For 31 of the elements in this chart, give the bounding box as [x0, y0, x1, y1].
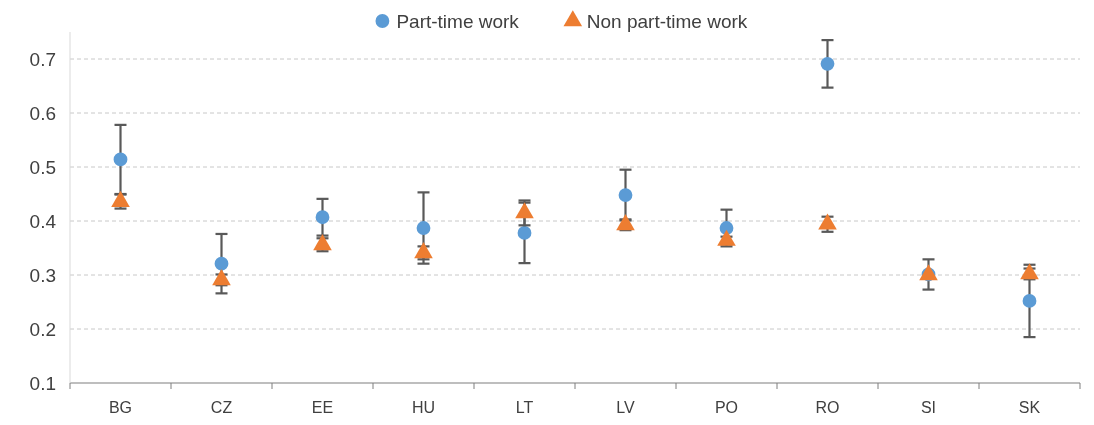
- x-tick-label: SK: [1018, 399, 1041, 416]
- x-tick-label: PO: [714, 399, 739, 416]
- y-tick-label: 0.2: [29, 318, 56, 340]
- point: [212, 269, 231, 286]
- x-tick-label: RO: [815, 399, 840, 416]
- x-tick-label: LT: [515, 399, 534, 416]
- x-tick-label: CZ: [210, 399, 233, 416]
- x-tick-label: LV: [616, 399, 636, 416]
- y-tick-label: 0.6: [29, 102, 56, 124]
- legend-label: Part-time work: [396, 10, 520, 32]
- x-tick-label: EE: [311, 399, 334, 416]
- y-tick-label: 0.4: [29, 210, 57, 232]
- x-tick-label: BG: [108, 399, 133, 416]
- point: [315, 210, 330, 225]
- point: [113, 152, 128, 167]
- y-tick-label: 0.5: [29, 156, 56, 178]
- y-tick-label: 0.1: [29, 372, 56, 394]
- x-tick-label: SI: [920, 399, 937, 416]
- point: [214, 256, 229, 271]
- legend-label: Non part-time work: [586, 10, 748, 32]
- point: [517, 225, 532, 240]
- point: [820, 56, 835, 71]
- y-tick-label: 0.7: [29, 48, 56, 70]
- point: [618, 188, 633, 202]
- y-tick-label: 0.3: [29, 264, 56, 286]
- point: [1020, 263, 1039, 280]
- x-tick-label: HU: [411, 399, 436, 416]
- point: [416, 221, 431, 235]
- point: [717, 229, 736, 246]
- point: [515, 202, 534, 219]
- point: [616, 214, 635, 231]
